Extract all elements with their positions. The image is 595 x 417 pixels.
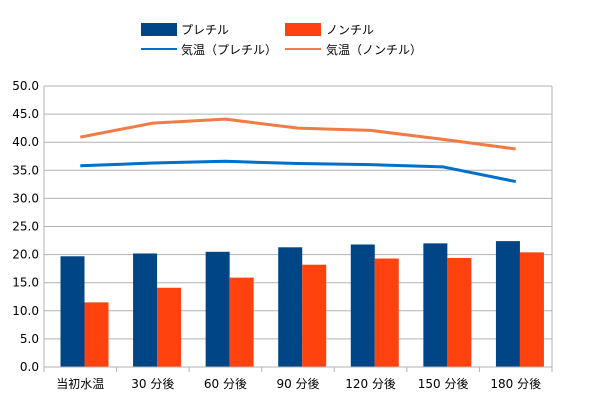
axes bbox=[43, 86, 553, 372]
y-tick-label: 10.0 bbox=[12, 304, 39, 318]
bar-series-0-2 bbox=[205, 251, 230, 367]
x-tick-label: 当初水温 bbox=[56, 377, 104, 391]
y-axis-tick-labels: 0.0 5.0 10.0 15.0 20.0 25.0 30.0 35.0 40.0 45.0 50… bbox=[12, 79, 39, 374]
y-tick-label: 50.0 bbox=[12, 79, 39, 93]
bar-series-0-0 bbox=[60, 256, 85, 367]
legend-label-series-0: プレチル bbox=[181, 23, 229, 37]
x-tick-label: 120 分後 bbox=[345, 377, 396, 391]
bar-series-1-4 bbox=[374, 258, 399, 367]
bar-series-0-6 bbox=[495, 241, 520, 367]
y-tick-label: 20.0 bbox=[12, 248, 39, 262]
bar-series-1-3 bbox=[302, 264, 327, 367]
legend-label-series-3: 気温（ノンチル） bbox=[326, 42, 422, 57]
bar-series-1-0 bbox=[84, 302, 109, 367]
line-series-2 bbox=[80, 159, 517, 184]
y-tick-label: 25.0 bbox=[12, 220, 39, 234]
bar-series-1-5 bbox=[447, 257, 472, 367]
y-tick-label: 0.0 bbox=[20, 360, 39, 374]
bar-series-0-1 bbox=[133, 253, 158, 367]
legend-label-series-2: 気温（プレチル） bbox=[181, 42, 277, 57]
y-tick-label: 30.0 bbox=[12, 191, 39, 205]
bar-series-1-2 bbox=[229, 277, 254, 367]
legend-swatch-series-1 bbox=[285, 23, 321, 36]
y-tick-label: 35.0 bbox=[12, 163, 39, 177]
bar-series-1-1 bbox=[157, 287, 182, 367]
y-tick-label: 40.0 bbox=[12, 135, 39, 149]
y-tick-label: 5.0 bbox=[20, 332, 39, 346]
x-tick-label: 60 分後 bbox=[204, 377, 247, 391]
bar-series-0-5 bbox=[423, 243, 448, 367]
legend: プレチル ノンチル 気温（プレチル） 気温（ノンチル） bbox=[141, 23, 422, 57]
y-tick-label: 45.0 bbox=[12, 107, 39, 121]
x-tick-label: 180 分後 bbox=[490, 377, 541, 391]
legend-swatch-series-0 bbox=[141, 23, 177, 36]
x-tick-label: 90 分後 bbox=[276, 377, 319, 391]
x-axis-tick-labels: 当初水温 30 分後 60 分後 90 分後 120 分後 150 分後 180 分後 bbox=[56, 377, 541, 391]
legend-label-series-1: ノンチル bbox=[326, 23, 374, 37]
x-tick-label: 150 分後 bbox=[418, 377, 469, 391]
line-series-3 bbox=[80, 117, 516, 151]
y-tick-label: 15.0 bbox=[12, 276, 39, 290]
bar-series-0-3 bbox=[278, 247, 303, 367]
bar-series-1-6 bbox=[519, 252, 544, 367]
bar-series-0-4 bbox=[350, 244, 375, 367]
lines bbox=[80, 117, 517, 184]
bars bbox=[60, 241, 544, 367]
x-tick-label: 30 分後 bbox=[131, 377, 174, 391]
